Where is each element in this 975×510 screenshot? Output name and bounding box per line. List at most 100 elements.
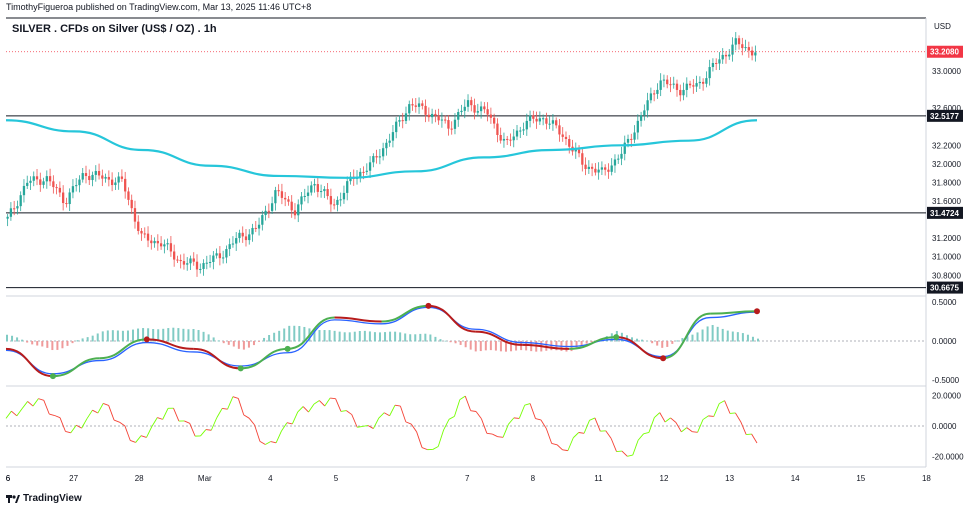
osc-segment <box>259 440 266 445</box>
osc-segment <box>443 419 450 431</box>
candle-body <box>137 221 140 231</box>
osc-segment <box>162 408 169 420</box>
wt-main-segment <box>52 357 100 378</box>
osc-segment <box>421 447 428 451</box>
candle-body <box>130 199 133 209</box>
osc-segment <box>508 417 515 425</box>
osc-segment <box>708 415 714 417</box>
price-tick-label: 32.0000 <box>932 160 961 169</box>
candle-body <box>71 186 75 193</box>
candle-body <box>731 44 734 55</box>
candle-body <box>395 121 398 133</box>
osc-segment <box>346 410 353 415</box>
candle-body <box>682 89 685 96</box>
candle-body <box>633 132 636 140</box>
osc-segment <box>146 426 153 438</box>
wt-tick-label: -0.5000 <box>932 376 960 385</box>
candle-body <box>110 179 114 186</box>
candle-body <box>336 199 339 205</box>
candle-body <box>427 114 430 118</box>
wt-hist-bar <box>162 328 165 342</box>
candle-body <box>267 210 270 212</box>
level-label: 30.6675 <box>930 284 959 293</box>
time-tick-label: Mar <box>198 474 212 483</box>
candle-body <box>499 134 502 141</box>
wt-hist-bar <box>227 341 230 345</box>
candle-body <box>159 243 163 247</box>
candle-body <box>107 176 110 180</box>
candle-body <box>169 243 173 252</box>
wt-cross-dot <box>284 345 291 352</box>
price-tick-label: 32.2000 <box>932 141 961 150</box>
last-price-badge <box>927 45 963 58</box>
candle-body <box>381 148 385 157</box>
osc-segment <box>319 400 326 407</box>
candle-body <box>241 232 244 237</box>
time-axis-ticks: 6 27 28 Mar 4 56 7 8 11 12 13 14 15 18 <box>6 474 932 483</box>
candle-body <box>78 179 81 186</box>
candle-body <box>421 103 424 106</box>
candle-body <box>235 238 238 244</box>
wt-hist-bar <box>268 335 271 342</box>
osc-segment <box>324 397 331 407</box>
osc-segment <box>589 417 596 421</box>
wt-hist-bar <box>41 341 44 347</box>
candle-body <box>581 153 584 165</box>
candle-body <box>600 167 604 170</box>
wt-hist-bar <box>656 341 659 346</box>
candle-body <box>701 81 705 84</box>
candle-body <box>555 120 558 126</box>
level-badge <box>927 206 963 219</box>
candle-body <box>695 83 698 87</box>
candle-body <box>541 118 545 120</box>
wt-hist-bar <box>182 328 185 342</box>
candle-body <box>297 204 300 216</box>
candle-body <box>509 139 512 141</box>
candle-body <box>290 201 293 211</box>
candle-body <box>590 166 594 169</box>
candle-body <box>522 129 525 131</box>
candle-body <box>378 156 382 158</box>
candle-body <box>728 54 731 57</box>
candle-body <box>561 134 564 137</box>
candle-body <box>750 50 754 56</box>
candle-body <box>519 130 522 132</box>
osc-segment <box>237 398 245 416</box>
wt-hist-bar <box>545 341 548 351</box>
osc-segment <box>681 427 688 433</box>
candle-body <box>457 112 460 120</box>
wt-hist-bar <box>116 330 119 342</box>
osc-segment <box>335 398 342 412</box>
candle-body <box>150 240 153 244</box>
wt-hist-bar <box>741 333 744 342</box>
candle-body <box>675 83 679 90</box>
osc-segment <box>643 432 650 435</box>
candle-body <box>316 184 319 192</box>
osc-segment <box>637 433 644 441</box>
osc-segment <box>340 410 347 412</box>
time-tick-label: 4 <box>268 474 273 483</box>
osc-segment <box>313 400 320 405</box>
candle-body <box>430 113 434 118</box>
osc-segment <box>481 418 488 434</box>
wt-main-segment <box>663 312 711 360</box>
candle-body <box>483 106 486 110</box>
wt-hist-bar <box>671 341 674 344</box>
wt-hist-bar <box>636 338 639 342</box>
osc-segment <box>200 429 207 437</box>
candle-body <box>248 234 251 241</box>
wt-hist-bar <box>373 332 376 342</box>
wt-hist-bar <box>121 330 124 342</box>
wt-hist-bar <box>202 331 205 342</box>
candle-body <box>486 109 489 115</box>
wt-hist-bar <box>273 332 276 342</box>
candle-body <box>604 167 607 170</box>
price-tick-label: 32.6000 <box>932 104 961 113</box>
candle-body <box>636 120 639 133</box>
osc-segment <box>330 397 336 400</box>
candle-body <box>61 192 65 204</box>
candle-body <box>182 261 186 265</box>
candle-body <box>659 80 662 90</box>
osc-segment <box>184 420 190 424</box>
